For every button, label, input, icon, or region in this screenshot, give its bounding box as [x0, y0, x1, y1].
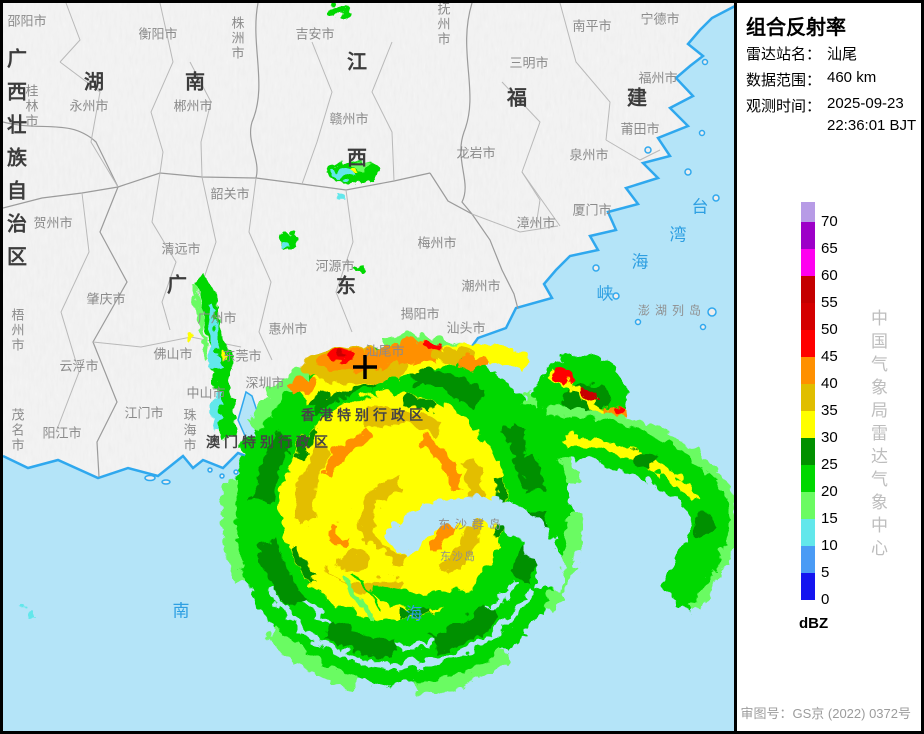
- legend-color-65: [801, 222, 815, 249]
- legend-tick-35: 35: [821, 402, 838, 419]
- legend-tick-0: 0: [821, 591, 830, 608]
- map-license-number: 审图号：GS京 (2022) 0372号: [740, 706, 911, 721]
- obs-time-label: 观测时间：: [746, 98, 822, 115]
- station-name-label: 雷达站名：: [746, 46, 822, 63]
- radar-map: 湖南江西福建广东广西壮族自治区 邵阳市 衡阳市 永州市 郴州市 吉安市 赣州市 龙岩市 南平市宁…: [3, 3, 734, 731]
- data-range-label: 数据范围：: [746, 72, 822, 89]
- legend-color-55: [801, 276, 815, 303]
- legend-color-40: [801, 357, 815, 384]
- legend-tick-30: 30: [821, 429, 838, 446]
- legend-color-35: [801, 384, 815, 411]
- legend-tick-70: 70: [821, 213, 838, 230]
- legend-color-25: [801, 438, 815, 465]
- city-boundaries: [55, 3, 661, 433]
- legend-color-0: [801, 573, 815, 600]
- legend-color-30: [801, 411, 815, 438]
- legend-color-45: [801, 330, 815, 357]
- legend-color-70: [801, 202, 815, 222]
- cma-watermark: 中国气象局雷达气象中心: [868, 309, 887, 562]
- typhoon-echo: [17, 3, 734, 693]
- info-panel: 组合反射率 雷达站名： 汕尾 数据范围： 460 km 观测时间： 2025-0…: [737, 3, 921, 731]
- product-title: 组合反射率: [746, 17, 846, 39]
- legend-color-60: [801, 249, 815, 276]
- legend-color-10: [801, 519, 815, 546]
- legend-tick-10: 10: [821, 537, 838, 554]
- station-name-value: 汕尾: [827, 46, 858, 63]
- legend-tick-50: 50: [821, 321, 838, 338]
- legend-tick-55: 55: [821, 294, 838, 311]
- legend-tick-15: 15: [821, 510, 838, 527]
- legend-tick-25: 25: [821, 456, 838, 473]
- legend-tick-20: 20: [821, 483, 838, 500]
- obs-time-clock: 22:36:01 BJT: [827, 117, 917, 134]
- legend-color-20: [801, 465, 815, 492]
- legend-color-5: [801, 546, 815, 573]
- legend-tick-45: 45: [821, 348, 838, 365]
- station-marker-cross: [353, 355, 377, 379]
- legend-color-15: [801, 492, 815, 519]
- dbz-color-scale: [801, 202, 815, 600]
- legend-tick-60: 60: [821, 267, 838, 284]
- dbz-unit-label: dBZ: [799, 615, 829, 632]
- data-range-value: 460 km: [827, 69, 877, 86]
- coastline: [3, 5, 734, 480]
- legend-tick-5: 5: [821, 564, 830, 581]
- legend-tick-40: 40: [821, 375, 838, 392]
- legend-color-50: [801, 303, 815, 330]
- map-canvas: [3, 3, 734, 731]
- legend-tick-65: 65: [821, 240, 838, 257]
- obs-time-date: 2025-09-23: [827, 95, 904, 112]
